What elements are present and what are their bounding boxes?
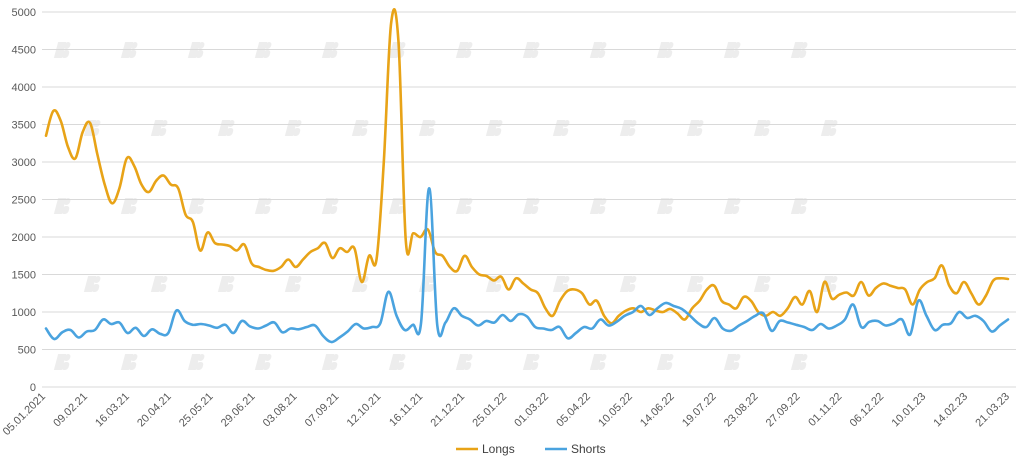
x-tick-label: 14.02.23 <box>931 391 970 430</box>
watermark-bitcoin-icon <box>254 198 272 214</box>
x-tick-label: 16.11.21 <box>387 391 425 429</box>
x-tick-label: 25.01.22 <box>470 391 509 430</box>
x-tick-label: 01.03.22 <box>512 391 551 430</box>
legend: Longs Shorts <box>456 442 606 456</box>
x-tick-label: 06.12.22 <box>848 391 887 430</box>
y-tick-label: 1500 <box>12 270 36 282</box>
series-line-shorts <box>44 186 1010 344</box>
watermark-bitcoin-icon <box>790 354 808 370</box>
x-tick-label: 29.06.21 <box>219 391 258 430</box>
x-axis-tick-labels: 05.01.2021 09.02.21 16.03.21 20.04.21 25.05.… <box>1 391 1012 438</box>
watermark-bitcoin-icon <box>351 120 369 136</box>
watermark-bitcoin-icon <box>388 354 406 370</box>
x-tick-label: 20.04.21 <box>135 391 174 430</box>
watermark-bitcoin-icon <box>656 354 674 370</box>
x-tick-label: 07.09.21 <box>303 391 342 430</box>
x-tick-label: 05.04.22 <box>554 391 593 430</box>
watermark-bitcoin-icon <box>522 354 540 370</box>
watermark-bitcoin-icon <box>686 276 704 292</box>
watermark-bitcoin-icon <box>150 276 168 292</box>
watermark-bitcoin-icon <box>589 354 607 370</box>
watermark-bitcoin-icon <box>723 354 741 370</box>
watermark-bitcoin-icon <box>552 276 570 292</box>
legend-label-longs: Longs <box>482 442 515 456</box>
watermark-bitcoin-icon <box>686 120 704 136</box>
watermark-bitcoin-icon <box>522 198 540 214</box>
watermark-bitcoin-icon <box>552 120 570 136</box>
watermark-bitcoin-icon <box>455 354 473 370</box>
watermark-bitcoin-icon <box>150 120 168 136</box>
watermark-bitcoin-icon <box>217 276 235 292</box>
x-tick-label: 21.03.23 <box>973 391 1012 430</box>
watermark-bitcoin-icon <box>619 120 637 136</box>
watermark-bitcoin-icon <box>83 276 101 292</box>
x-tick-label: 10.01.23 <box>890 391 929 430</box>
watermark-bitcoin-icon <box>284 120 302 136</box>
y-tick-label: 4500 <box>12 45 36 57</box>
watermark-bitcoin-icon <box>53 198 71 214</box>
watermark-bitcoin-icon <box>187 198 205 214</box>
x-tick-label: 27.09.22 <box>764 391 803 430</box>
series-lines <box>44 8 1010 344</box>
y-tick-label: 3500 <box>12 120 36 132</box>
watermark-bitcoin-icon <box>217 120 235 136</box>
x-tick-label: 23.08.22 <box>722 391 761 430</box>
y-tick-label: 4000 <box>12 82 36 94</box>
watermark-bitcoin-icon <box>284 276 302 292</box>
watermark-bitcoin-icon <box>619 276 637 292</box>
watermark-bitcoin-icon <box>187 354 205 370</box>
watermark-bitcoin-icon <box>53 354 71 370</box>
x-tick-label: 16.03.21 <box>93 391 132 430</box>
watermark-bitcoin-icon <box>790 198 808 214</box>
y-tick-label: 2500 <box>12 195 36 207</box>
watermark-bitcoin-icon <box>820 276 838 292</box>
y-tick-label: 500 <box>18 345 36 357</box>
y-tick-label: 5000 <box>12 7 36 19</box>
y-tick-label: 1000 <box>12 307 36 319</box>
watermark-bitcoin-icon <box>120 354 138 370</box>
y-tick-label: 2000 <box>12 232 36 244</box>
watermark-bitcoin-icon <box>254 354 272 370</box>
x-tick-label: 09.02.21 <box>51 391 90 430</box>
x-tick-label: 10.05.22 <box>596 391 635 430</box>
watermark-bitcoin-icon <box>120 198 138 214</box>
x-tick-label: 25.05.21 <box>177 391 216 430</box>
x-tick-label: 19.07.22 <box>680 391 719 430</box>
watermark-bitcoin-icon <box>820 120 838 136</box>
watermark-bitcoin-icon <box>753 120 771 136</box>
watermark-bitcoin-icon <box>321 198 339 214</box>
x-tick-label: 05.01.2021 <box>1 391 48 438</box>
y-tick-label: 0 <box>30 382 36 394</box>
watermark-bitcoin-icon <box>485 120 503 136</box>
watermark-bitcoin-icon <box>589 198 607 214</box>
x-tick-label: 14.06.22 <box>638 391 677 430</box>
watermark-bitcoin-icon <box>753 276 771 292</box>
y-axis-tick-labels: 0 500 1000 1500 2000 2500 3000 3500 4000 4500 5000 <box>12 7 36 394</box>
x-tick-label: 12.10.21 <box>345 391 384 430</box>
series-line-longs <box>44 8 1010 325</box>
watermark-bitcoin-icon <box>321 354 339 370</box>
watermark-bitcoin-icon <box>656 198 674 214</box>
y-tick-label: 3000 <box>12 157 36 169</box>
watermark-bitcoin-icon <box>723 198 741 214</box>
x-tick-label: 21.12.21 <box>428 391 467 430</box>
x-tick-label: 01.11.22 <box>806 391 844 429</box>
watermark-bitcoin-icon <box>455 198 473 214</box>
legend-label-shorts: Shorts <box>571 442 606 456</box>
watermark-bitcoin-icon <box>418 120 436 136</box>
x-tick-label: 03.08.21 <box>261 391 300 430</box>
gridlines <box>42 11 1016 388</box>
